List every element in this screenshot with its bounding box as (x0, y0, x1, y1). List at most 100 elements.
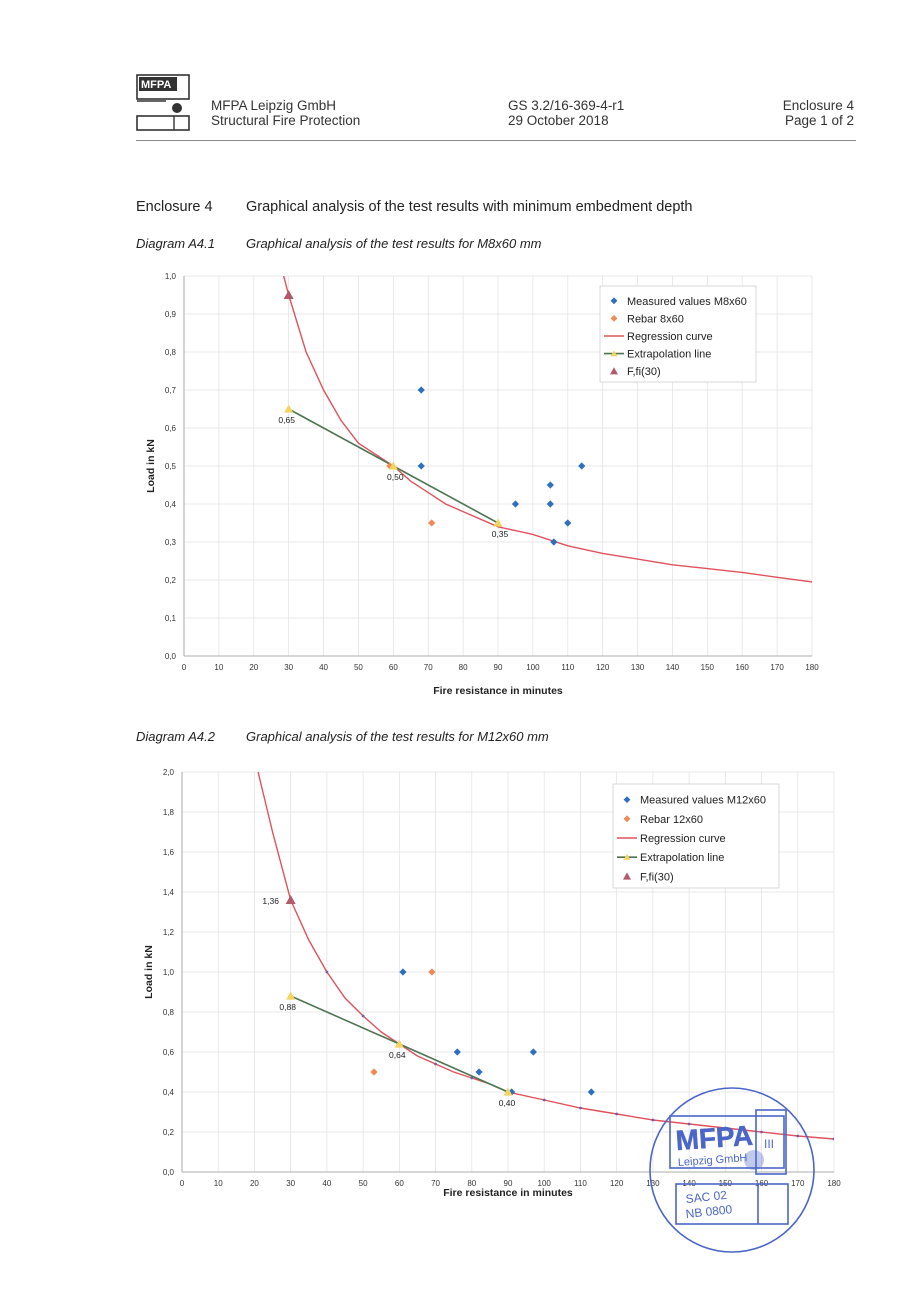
x-tick-label: 150 (701, 663, 715, 672)
measured-point (546, 500, 554, 508)
x-tick-label: 10 (214, 663, 223, 672)
department-name: Structural Fire Protection (211, 113, 361, 128)
rebar-point (428, 968, 436, 976)
extrapolation-marker (394, 1039, 404, 1048)
measured-point (399, 968, 407, 976)
x-tick-label: 180 (827, 1179, 841, 1188)
regression-point (832, 1137, 834, 1141)
legend-label: F,fi(30) (627, 366, 661, 378)
y-tick-label: 0,6 (165, 424, 177, 433)
data-label: 0,40 (499, 1098, 516, 1108)
y-tick-label: 0,2 (163, 1128, 175, 1137)
y-tick-label: 0,0 (165, 652, 177, 661)
mfpa-stamp: MFPA Leipzig GmbH III SAC 02 NB 0800 (649, 1087, 815, 1253)
y-axis-label: Load in kN (145, 439, 157, 493)
legend-label: Regression curve (627, 331, 713, 343)
x-tick-label: 120 (596, 663, 610, 672)
y-tick-label: 0,2 (165, 576, 177, 585)
y-tick-label: 1,2 (163, 928, 175, 937)
diagram1-title: Graphical analysis of the test results f… (246, 236, 542, 251)
legend-label: Measured values M8x60 (627, 296, 747, 308)
y-tick-label: 2,0 (163, 768, 175, 777)
x-tick-label: 110 (574, 1179, 587, 1188)
x-axis-label: Fire resistance in minutes (443, 1187, 573, 1199)
page-number: Page 1 of 2 (784, 113, 854, 128)
y-tick-label: 0,4 (163, 1088, 175, 1097)
data-label: 0,35 (492, 529, 509, 539)
plot-area (282, 276, 812, 583)
legend-label: Extrapolation line (627, 349, 711, 361)
legend-extrapolation-marker (623, 853, 631, 860)
y-tick-label: 0,7 (165, 386, 177, 395)
legend-label: F,fi(30) (640, 871, 674, 883)
rebar-point (370, 1068, 378, 1076)
stamp-city: Leipzig GmbH (677, 1152, 747, 1169)
y-tick-label: 0,9 (165, 310, 177, 319)
x-tick-label: 50 (359, 1179, 368, 1188)
legend-rebar-swatch (610, 315, 618, 322)
x-tick-label: 50 (354, 663, 363, 672)
y-tick-label: 0,8 (163, 1008, 175, 1017)
regression-point (615, 1112, 619, 1116)
measured-point (578, 462, 586, 470)
legend-measured-swatch (610, 297, 618, 305)
chart-m8x60: 0,0 0,1 0,2 0,3 0,4 0,5 0,6 0,7 0,8 0,9 1,0 0 10 20 30… (145, 272, 819, 697)
extrapolation-marker (388, 461, 398, 470)
x-tick-label: 180 (805, 663, 819, 672)
extrapolation-marker (284, 404, 294, 413)
regression-point (687, 1122, 691, 1126)
data-label: 0,65 (278, 415, 295, 425)
measured-point (550, 538, 558, 546)
extrapolation-marker (503, 1087, 513, 1096)
x-axis-label: Fire resistance in minutes (433, 685, 563, 697)
measured-point (529, 1048, 537, 1056)
legend-label: Extrapolation line (640, 852, 724, 864)
y-tick-label: 0,8 (165, 348, 177, 357)
header-divider (136, 140, 856, 141)
stamp-name: MFPA (675, 1120, 754, 1156)
regression-point (723, 1126, 727, 1130)
measured-point (511, 500, 520, 508)
y-tick-label: 1,6 (163, 848, 175, 857)
measured-point (453, 1048, 461, 1056)
x-tick-label: 10 (214, 1179, 223, 1188)
y-tick-label: 1,0 (163, 968, 175, 977)
x-tick-label: 90 (504, 1179, 513, 1188)
x-tick-label: 80 (467, 1179, 476, 1188)
x-tick-label: 30 (286, 1179, 295, 1188)
diagram2-label: Diagram A4.2 (136, 729, 215, 744)
regression-curve (282, 276, 812, 583)
data-label: 0,88 (279, 1002, 296, 1012)
regression-point (361, 1014, 365, 1018)
report-date: 29 October 2018 (508, 113, 609, 128)
measured-point (564, 519, 572, 527)
x-tick-label: 100 (526, 663, 540, 672)
legend-measured-swatch (623, 796, 631, 803)
measured-point (417, 386, 425, 394)
legend-label: Rebar 12x60 (640, 814, 703, 826)
legend-ffi30-swatch (610, 367, 618, 375)
regression-curve (257, 772, 834, 1140)
x-tick-label: 80 (459, 663, 468, 672)
measured-point (417, 462, 425, 470)
x-tick-label: 70 (424, 663, 433, 672)
measured-point (587, 1088, 595, 1096)
enclosure-title-label: Enclosure 4 (136, 199, 213, 215)
x-tick-label: 0 (180, 1179, 185, 1188)
measured-point (475, 1068, 483, 1076)
x-tick-label: 0 (182, 663, 187, 672)
measured-point (546, 481, 554, 489)
ffi30-marker (285, 895, 296, 904)
x-tick-label: 140 (666, 663, 680, 672)
y-tick-label: 1,0 (165, 272, 177, 281)
y-tick-label: 0,4 (165, 500, 177, 509)
y-tick-label: 0,5 (165, 462, 177, 471)
data-label: 1,36 (262, 896, 279, 906)
x-tick-label: 130 (646, 1179, 660, 1188)
extrapolation-marker (286, 991, 296, 1000)
x-tick-label: 30 (284, 663, 293, 672)
rebar-point (386, 462, 394, 470)
x-tick-label: 20 (250, 1179, 259, 1188)
mfpa-logo: MFPA (136, 74, 190, 131)
regression-point (760, 1130, 763, 1134)
